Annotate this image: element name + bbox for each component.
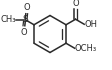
Text: OCH₃: OCH₃	[75, 44, 97, 53]
Text: S: S	[22, 15, 28, 24]
Text: O: O	[23, 3, 30, 12]
Text: CH₃: CH₃	[1, 15, 16, 24]
Text: O: O	[72, 0, 79, 8]
Text: OH: OH	[85, 20, 98, 29]
Text: O: O	[21, 28, 27, 37]
